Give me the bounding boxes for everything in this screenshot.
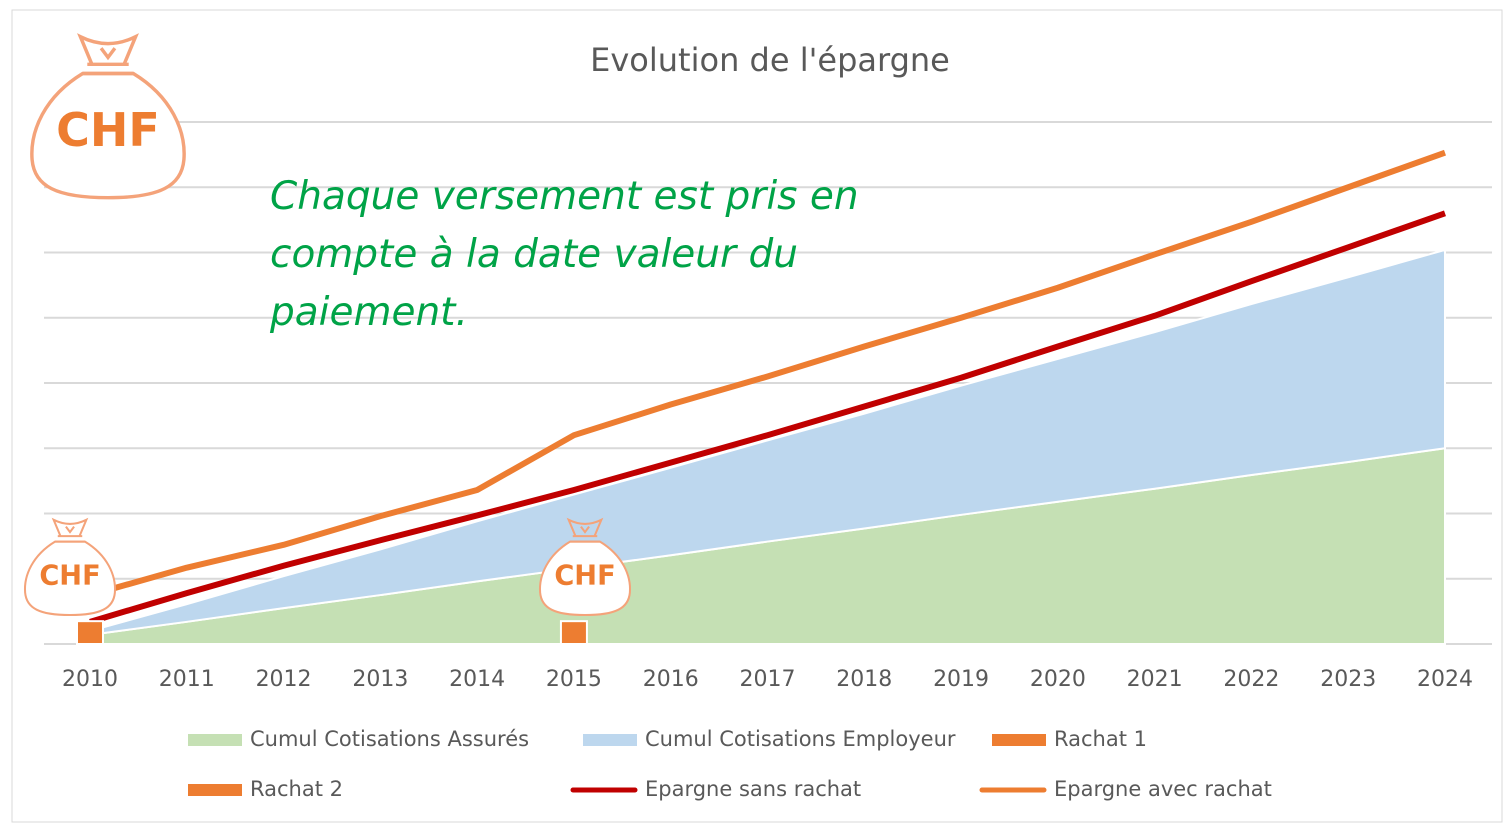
x-tick-label: 2023 — [1320, 667, 1376, 692]
bag-neck — [566, 517, 604, 543]
x-tick-label: 2010 — [62, 667, 118, 692]
bag-body — [30, 71, 186, 200]
legend-swatch — [583, 734, 637, 746]
x-tick-label: 2019 — [933, 667, 989, 692]
bag-neck — [77, 33, 139, 76]
bag-body — [24, 540, 116, 617]
bag-label: CHF — [39, 560, 100, 591]
legend-swatch — [188, 784, 242, 796]
legend-label: Rachat 1 — [1054, 727, 1147, 751]
legend-label: Epargne avec rachat — [1054, 777, 1272, 801]
bag-label: CHF — [56, 103, 160, 157]
x-tick-label: 2014 — [449, 667, 505, 692]
annotation: Chaque versement est pris en compte à la… — [270, 174, 859, 335]
chart-title: Evolution de l'épargne — [590, 41, 950, 79]
x-tick-label: 2021 — [1127, 667, 1183, 692]
legend-label: Cumul Cotisations Employeur — [645, 727, 956, 751]
bag-neck — [51, 517, 89, 543]
area — [89, 248, 1446, 637]
legend-swatch — [992, 734, 1046, 746]
bag-body — [539, 540, 631, 617]
line — [89, 149, 1447, 598]
x-tick-label: 2024 — [1417, 667, 1473, 692]
bar — [559, 620, 588, 645]
x-tick-label: 2018 — [836, 667, 892, 692]
legend-label: Rachat 2 — [250, 777, 343, 801]
legend-label: Epargne sans rachat — [645, 777, 861, 801]
line — [89, 210, 1446, 625]
bag-icon-large: CHF — [30, 33, 186, 200]
legend-label: Cumul Cotisations Assurés — [250, 727, 529, 751]
legend-swatch — [188, 734, 242, 746]
bag-icon-small: CHF — [539, 517, 631, 617]
x-tick-label: 2013 — [352, 667, 408, 692]
x-tick-label: 2012 — [256, 667, 312, 692]
x-tick-label: 2016 — [643, 667, 699, 692]
x-tick-label: 2015 — [546, 667, 602, 692]
bar — [76, 620, 104, 645]
x-tick-label: 2017 — [740, 667, 796, 692]
x-tick-label: 2011 — [159, 667, 215, 692]
bag-label: CHF — [554, 560, 615, 591]
x-tick-label: 2020 — [1030, 667, 1086, 692]
x-tick-label: 2022 — [1223, 667, 1279, 692]
bag-icon-small: CHF — [24, 517, 116, 617]
